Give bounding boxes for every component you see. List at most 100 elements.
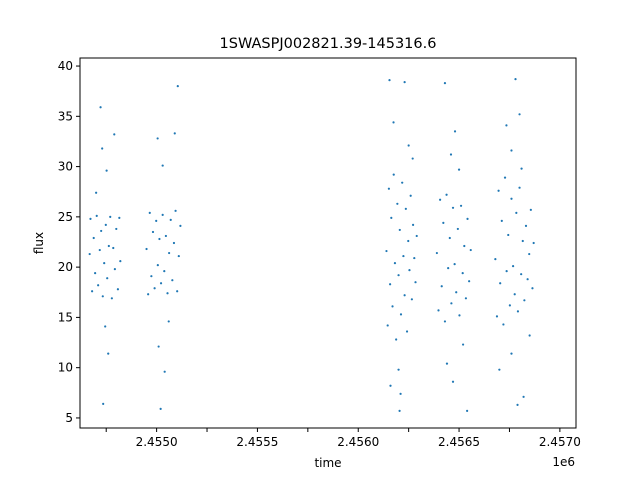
data-point xyxy=(435,251,438,255)
y-tick-label: 15 xyxy=(58,310,73,324)
x-axis-label: time xyxy=(314,456,341,470)
data-point xyxy=(159,282,163,285)
data-point xyxy=(398,409,401,413)
data-point xyxy=(392,121,395,124)
x-tick-label: 2.4565 xyxy=(438,435,480,449)
data-point xyxy=(397,368,400,371)
data-point xyxy=(161,164,164,167)
x-tick-label: 2.4550 xyxy=(136,435,178,449)
data-point xyxy=(457,168,461,171)
data-point xyxy=(88,252,91,256)
data-point xyxy=(155,219,158,222)
data-point xyxy=(439,198,442,201)
data-point xyxy=(528,252,531,256)
data-point xyxy=(443,82,447,85)
data-points xyxy=(88,78,535,413)
data-point xyxy=(515,211,518,214)
data-point xyxy=(115,227,118,231)
data-point xyxy=(118,216,121,219)
data-point xyxy=(464,297,468,300)
data-point xyxy=(440,285,443,288)
data-point xyxy=(451,380,455,383)
data-point xyxy=(410,298,413,301)
data-point xyxy=(386,324,389,327)
data-point xyxy=(392,173,395,176)
data-point xyxy=(520,273,523,276)
data-point xyxy=(466,409,469,413)
data-point xyxy=(453,263,456,266)
data-point xyxy=(468,280,471,283)
data-point xyxy=(385,249,388,253)
data-point xyxy=(445,362,449,365)
data-point xyxy=(413,256,416,260)
data-point xyxy=(405,330,409,333)
data-point xyxy=(101,295,104,298)
data-point xyxy=(411,223,415,226)
data-point xyxy=(497,189,500,192)
data-point xyxy=(157,345,160,348)
data-point xyxy=(89,217,92,220)
data-point xyxy=(395,338,398,341)
data-point xyxy=(396,202,399,205)
data-point xyxy=(159,407,162,410)
y-tick-label: 25 xyxy=(58,210,73,224)
data-point xyxy=(389,384,392,387)
data-point xyxy=(407,239,410,243)
data-point xyxy=(453,130,457,133)
data-point xyxy=(529,208,532,211)
data-point xyxy=(391,305,394,308)
data-point xyxy=(524,224,528,228)
data-point xyxy=(97,284,100,287)
data-point xyxy=(500,219,503,222)
data-point xyxy=(443,320,447,323)
data-point xyxy=(450,302,453,305)
data-point xyxy=(461,272,464,275)
x-tick-label: 2.4570 xyxy=(539,435,581,449)
data-point xyxy=(510,197,513,200)
data-point xyxy=(148,211,151,214)
data-point xyxy=(521,239,524,243)
data-point xyxy=(516,403,519,406)
data-point xyxy=(532,241,535,245)
data-point xyxy=(459,204,463,207)
data-point xyxy=(415,234,418,238)
data-point xyxy=(94,272,97,275)
data-point xyxy=(398,228,401,232)
data-point xyxy=(449,153,453,156)
data-point xyxy=(91,290,94,293)
data-point xyxy=(153,287,156,290)
data-point xyxy=(514,78,517,81)
data-point xyxy=(163,370,166,373)
data-point xyxy=(116,288,120,291)
data-point xyxy=(499,282,502,285)
data-point xyxy=(407,144,410,147)
data-point xyxy=(389,283,392,286)
data-point xyxy=(388,79,391,82)
data-point xyxy=(177,254,180,258)
data-point xyxy=(99,106,102,109)
data-point xyxy=(164,234,167,238)
x-offset-label: 1e6 xyxy=(552,455,575,469)
data-point xyxy=(104,223,107,226)
data-point xyxy=(167,320,170,323)
data-point xyxy=(502,323,505,326)
data-point xyxy=(171,279,174,282)
data-point xyxy=(156,137,159,140)
data-point xyxy=(508,304,511,307)
data-point xyxy=(404,207,407,210)
data-point xyxy=(437,309,440,312)
x-axis: 2.4550 2.4555 2.4560 2.4565 2.4570 xyxy=(105,428,581,449)
data-point xyxy=(163,270,166,273)
data-point xyxy=(397,274,400,277)
data-point xyxy=(447,267,450,270)
data-point xyxy=(494,257,497,261)
data-point xyxy=(510,352,513,355)
data-point xyxy=(401,181,404,184)
data-point xyxy=(145,247,148,251)
data-point xyxy=(174,209,177,212)
data-point xyxy=(109,215,112,218)
data-point xyxy=(102,402,105,405)
data-point xyxy=(168,251,171,255)
data-point xyxy=(456,227,459,231)
